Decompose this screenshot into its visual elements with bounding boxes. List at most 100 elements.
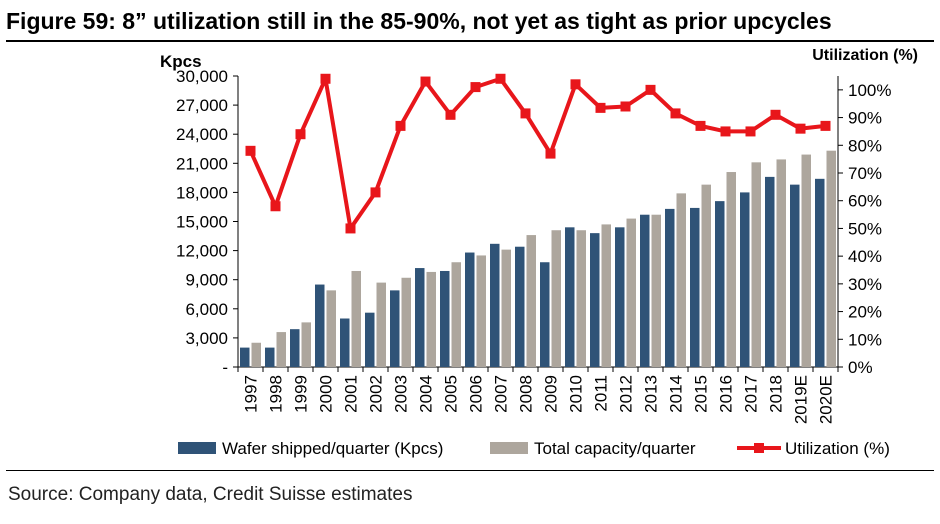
x-tick-label: 2001: [342, 375, 361, 413]
x-tick-label: 2017: [742, 375, 761, 413]
bar-total-capacity: [826, 150, 836, 367]
legend-swatch-total-capacity: [490, 442, 528, 454]
y-tick-label: 18,000: [176, 183, 228, 202]
legend-swatch-utilization-marker: [754, 443, 764, 453]
y-tick-label: 9,000: [185, 271, 228, 290]
y-tick-label: 6,000: [185, 300, 228, 319]
bar-wafer-shipped: [540, 262, 550, 367]
y-tick-label: -: [222, 358, 228, 377]
bar-total-capacity: [626, 218, 636, 367]
utilization-line: [248, 76, 826, 231]
y-tick-label: 27,000: [176, 96, 228, 115]
x-tick-label: 2007: [492, 375, 511, 413]
bar-wafer-shipped: [740, 192, 750, 367]
chart: Kpcs Utilization (%) - 3,000 6,000 9,000 12,…: [160, 47, 918, 458]
bar-total-capacity: [651, 214, 661, 367]
utilization-point: [670, 108, 681, 119]
legend: Wafer shipped/quarter (Kpcs) Total capaci…: [178, 439, 890, 458]
bar-total-capacity: [551, 230, 561, 367]
bar-total-capacity: [276, 332, 286, 367]
utilization-point: [295, 129, 306, 140]
legend-label-utilization: Utilization (%): [785, 439, 890, 458]
y2-tick-label: 0%: [848, 358, 873, 377]
legend-label-total-capacity: Total capacity/quarter: [534, 439, 696, 458]
utilization-point: [820, 120, 831, 131]
utilization-point: [720, 126, 731, 137]
bar-wafer-shipped: [265, 347, 275, 367]
legend-label-wafer-shipped: Wafer shipped/quarter (Kpcs): [222, 439, 443, 458]
bar-wafer-shipped: [440, 270, 450, 367]
utilization-point: [795, 123, 806, 134]
bar-wafer-shipped: [465, 252, 475, 367]
y2-tick-label: 100%: [848, 81, 891, 100]
utilization-point: [370, 187, 381, 198]
y2-tick-label: 90%: [848, 109, 882, 128]
bar-wafer-shipped: [565, 227, 575, 367]
bar-wafer-shipped: [515, 246, 525, 367]
y2-axis-label: Utilization (%): [812, 47, 918, 64]
x-tick-label: 2019E: [792, 375, 811, 424]
x-tick-label: 2015: [692, 375, 711, 413]
utilization-point: [470, 82, 481, 93]
x-tick-label: 2009: [542, 375, 561, 413]
x-tick-label: 2012: [617, 375, 636, 413]
source-rule: [6, 470, 934, 471]
x-tick-label: 1998: [267, 375, 286, 413]
bar-total-capacity: [576, 230, 586, 367]
y2-tick-label: 40%: [848, 247, 882, 266]
utilization-point: [245, 145, 256, 156]
bar-wafer-shipped: [790, 184, 800, 367]
utilization-point: [595, 102, 606, 113]
bar-wafer-shipped: [615, 227, 625, 367]
y2-tick-label: 80%: [848, 136, 882, 155]
bar-total-capacity: [376, 282, 386, 367]
bar-total-capacity: [426, 271, 436, 367]
y2-tick-label: 50%: [848, 219, 882, 238]
x-tick-label: 2016: [717, 375, 736, 413]
bar-wafer-shipped: [240, 347, 250, 367]
utilization-point: [445, 109, 456, 120]
utilization-point: [270, 201, 281, 212]
x-tick-label: 2014: [667, 375, 686, 413]
bar-total-capacity: [701, 184, 711, 367]
utilization-point: [545, 148, 556, 159]
y-tick-label: 21,000: [176, 154, 228, 173]
bar-wafer-shipped: [590, 233, 600, 367]
x-tick-label: 2002: [367, 375, 386, 413]
y-tick-label: 30,000: [176, 67, 228, 86]
bar-total-capacity: [501, 249, 511, 367]
bar-wafer-shipped: [390, 290, 400, 367]
plot-area: - 3,000 6,000 9,000 12,000 15,000 18,000 21,000…: [176, 67, 891, 424]
bar-total-capacity: [726, 172, 736, 367]
y-tick-label: 3,000: [185, 329, 228, 348]
figure-title: Figure 59: 8” utilization still in the 8…: [6, 8, 832, 34]
utilization-point: [570, 79, 581, 90]
bar-total-capacity: [326, 290, 336, 367]
bar-wafer-shipped: [340, 318, 350, 367]
utilization-point: [620, 101, 631, 112]
y-axis-label: Kpcs: [160, 52, 202, 71]
bar-wafer-shipped: [290, 329, 300, 367]
bar-wafer-shipped: [640, 214, 650, 367]
bar-total-capacity: [601, 224, 611, 367]
x-tick-label: 2006: [467, 375, 486, 413]
bar-wafer-shipped: [665, 208, 675, 367]
bar-total-capacity: [251, 342, 261, 367]
bar-total-capacity: [401, 277, 411, 367]
x-tick-label: 2004: [417, 375, 436, 413]
bar-wafer-shipped: [365, 312, 375, 367]
utilization-point: [345, 223, 356, 234]
y2-tick-label: 10%: [848, 330, 882, 349]
title-rule: [6, 40, 934, 42]
y-tick-label: 12,000: [176, 242, 228, 261]
x-tick-label: 1999: [292, 375, 311, 413]
utilization-point: [495, 73, 506, 84]
bar-wafer-shipped: [690, 207, 700, 367]
utilization-point: [770, 109, 781, 120]
x-tick-label: 2018: [767, 375, 786, 413]
bar-wafer-shipped: [815, 178, 825, 367]
utilization-point: [420, 76, 431, 87]
x-tick-label: 2011: [592, 375, 611, 412]
utilization-point: [645, 84, 656, 95]
y2-tick-label: 60%: [848, 192, 882, 211]
